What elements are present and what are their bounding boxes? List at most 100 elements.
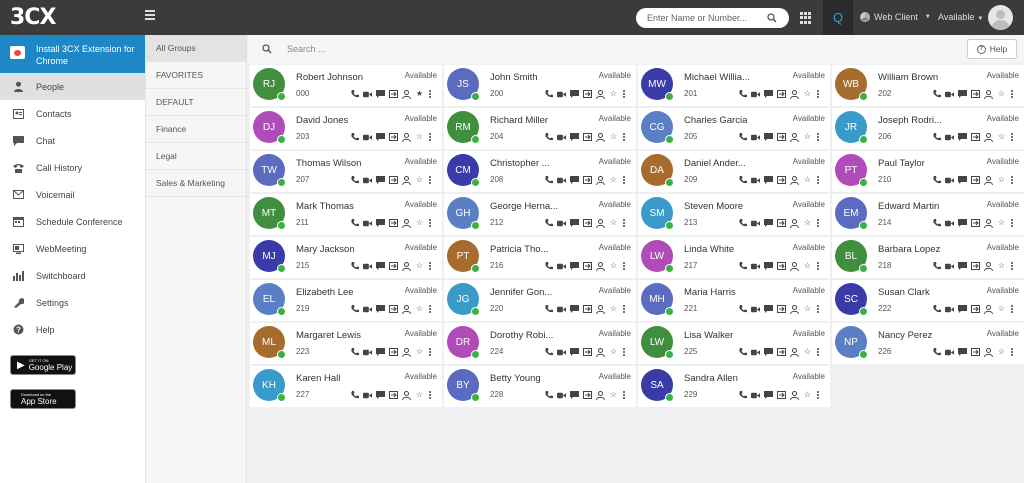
contact-card[interactable]: BY Betty Young Available 228 ☆	[444, 366, 636, 407]
video-icon[interactable]	[945, 262, 954, 270]
more-options-icon[interactable]	[1010, 262, 1014, 270]
video-icon[interactable]	[557, 176, 566, 184]
chat-icon[interactable]	[764, 391, 773, 399]
contact-card[interactable]: RJ Robert Johnson Available 000 ★	[250, 65, 442, 106]
more-options-icon[interactable]	[428, 305, 432, 313]
phone-icon[interactable]	[544, 219, 553, 227]
transfer-icon[interactable]	[389, 133, 398, 141]
chat-icon[interactable]	[958, 262, 967, 270]
chat-icon[interactable]	[376, 133, 385, 141]
contact-details-icon[interactable]	[596, 390, 605, 400]
more-options-icon[interactable]	[816, 348, 820, 356]
contact-card[interactable]: EM Edward Martin Available 214 ☆	[832, 194, 1024, 235]
chat-icon[interactable]	[570, 391, 579, 399]
contact-card[interactable]: BL Barbara Lopez Available 218 ☆	[832, 237, 1024, 278]
contact-card[interactable]: EL Elizabeth Lee Available 219 ☆	[250, 280, 442, 321]
chat-icon[interactable]	[958, 219, 967, 227]
video-icon[interactable]	[945, 348, 954, 356]
phone-icon[interactable]	[738, 348, 747, 356]
chat-icon[interactable]	[764, 176, 773, 184]
global-search-input[interactable]	[647, 13, 767, 23]
contact-card[interactable]: DJ David Jones Available 203 ☆	[250, 108, 442, 149]
more-options-icon[interactable]	[1010, 90, 1014, 98]
transfer-icon[interactable]	[389, 305, 398, 313]
more-options-icon[interactable]	[428, 133, 432, 141]
chat-icon[interactable]	[570, 262, 579, 270]
video-icon[interactable]	[557, 219, 566, 227]
contact-card[interactable]: JR Joseph Rodri... Available 206 ☆	[832, 108, 1024, 149]
install-extension-banner[interactable]: Install 3CX Extension for Chrome	[0, 35, 145, 73]
phone-icon[interactable]	[544, 133, 553, 141]
contact-details-icon[interactable]	[790, 175, 799, 185]
contact-card[interactable]: LW Linda White Available 217 ☆	[638, 237, 830, 278]
star-filled-icon[interactable]: ★	[415, 89, 424, 98]
video-icon[interactable]	[751, 391, 760, 399]
phone-icon[interactable]	[544, 176, 553, 184]
star-icon[interactable]: ☆	[997, 304, 1006, 313]
group-default[interactable]: DEFAULT	[146, 89, 246, 116]
contact-card[interactable]: WB William Brown Available 202 ☆	[832, 65, 1024, 106]
contact-details-icon[interactable]	[596, 218, 605, 228]
contact-card[interactable]: DR Dorothy Robi... Available 224 ☆	[444, 323, 636, 364]
more-options-icon[interactable]	[816, 391, 820, 399]
contact-card[interactable]: SC Susan Clark Available 222 ☆	[832, 280, 1024, 321]
contact-details-icon[interactable]	[984, 132, 993, 142]
transfer-icon[interactable]	[583, 348, 592, 356]
star-icon[interactable]: ☆	[609, 347, 618, 356]
search-icon[interactable]	[767, 13, 777, 23]
contact-details-icon[interactable]	[596, 261, 605, 271]
transfer-icon[interactable]	[777, 219, 786, 227]
chat-icon[interactable]	[764, 305, 773, 313]
transfer-icon[interactable]	[583, 391, 592, 399]
video-icon[interactable]	[751, 262, 760, 270]
star-icon[interactable]: ☆	[997, 175, 1006, 184]
more-options-icon[interactable]	[622, 219, 626, 227]
transfer-icon[interactable]	[583, 305, 592, 313]
group-all-groups[interactable]: All Groups	[146, 35, 246, 62]
contact-details-icon[interactable]	[984, 304, 993, 314]
star-icon[interactable]: ☆	[415, 390, 424, 399]
chat-icon[interactable]	[570, 90, 579, 98]
contact-card[interactable]: JS John Smith Available 200 ☆	[444, 65, 636, 106]
phone-icon[interactable]	[544, 305, 553, 313]
more-options-icon[interactable]	[428, 219, 432, 227]
phone-icon[interactable]	[738, 305, 747, 313]
contact-card[interactable]: NP Nancy Perez Available 226 ☆	[832, 323, 1024, 364]
phone-icon[interactable]	[738, 90, 747, 98]
contact-details-icon[interactable]	[790, 218, 799, 228]
chat-icon[interactable]	[376, 262, 385, 270]
video-icon[interactable]	[557, 133, 566, 141]
transfer-icon[interactable]	[777, 262, 786, 270]
more-options-icon[interactable]	[428, 391, 432, 399]
more-options-icon[interactable]	[622, 305, 626, 313]
people-search-input[interactable]	[287, 44, 587, 54]
status-dropdown[interactable]: Available ▼	[938, 12, 983, 22]
chat-icon[interactable]	[764, 348, 773, 356]
star-icon[interactable]: ☆	[609, 218, 618, 227]
transfer-icon[interactable]	[583, 262, 592, 270]
sidebar-item-contacts[interactable]: Contacts	[0, 100, 145, 127]
contact-details-icon[interactable]	[790, 132, 799, 142]
help-button[interactable]: ? Help	[967, 39, 1017, 59]
star-icon[interactable]: ☆	[415, 261, 424, 270]
transfer-icon[interactable]	[389, 348, 398, 356]
transfer-icon[interactable]	[971, 176, 980, 184]
star-icon[interactable]: ☆	[803, 261, 812, 270]
star-icon[interactable]: ☆	[997, 132, 1006, 141]
video-icon[interactable]	[751, 219, 760, 227]
transfer-icon[interactable]	[777, 391, 786, 399]
transfer-icon[interactable]	[777, 348, 786, 356]
phone-icon[interactable]	[350, 305, 359, 313]
star-icon[interactable]: ☆	[415, 218, 424, 227]
video-icon[interactable]	[363, 305, 372, 313]
contact-details-icon[interactable]	[402, 132, 411, 142]
transfer-icon[interactable]	[971, 133, 980, 141]
phone-icon[interactable]	[932, 176, 941, 184]
star-icon[interactable]: ☆	[997, 218, 1006, 227]
phone-icon[interactable]	[738, 176, 747, 184]
chat-icon[interactable]	[376, 176, 385, 184]
transfer-icon[interactable]	[389, 90, 398, 98]
contact-card[interactable]: CM Christopher ... Available 208 ☆	[444, 151, 636, 192]
phone-icon[interactable]	[350, 90, 359, 98]
contact-details-icon[interactable]	[402, 89, 411, 99]
